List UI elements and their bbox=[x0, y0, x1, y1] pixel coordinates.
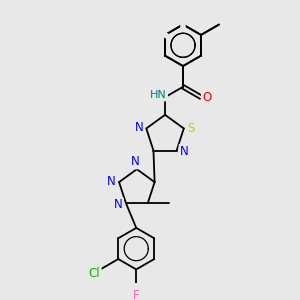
Text: N: N bbox=[180, 145, 189, 158]
Text: N: N bbox=[135, 121, 144, 134]
Text: F: F bbox=[133, 289, 140, 300]
Text: S: S bbox=[188, 122, 195, 135]
Text: Cl: Cl bbox=[89, 267, 100, 280]
Text: N: N bbox=[130, 155, 139, 168]
Text: O: O bbox=[202, 91, 211, 104]
Text: N: N bbox=[107, 175, 116, 188]
Text: N: N bbox=[114, 198, 123, 212]
Text: HN: HN bbox=[150, 90, 167, 100]
